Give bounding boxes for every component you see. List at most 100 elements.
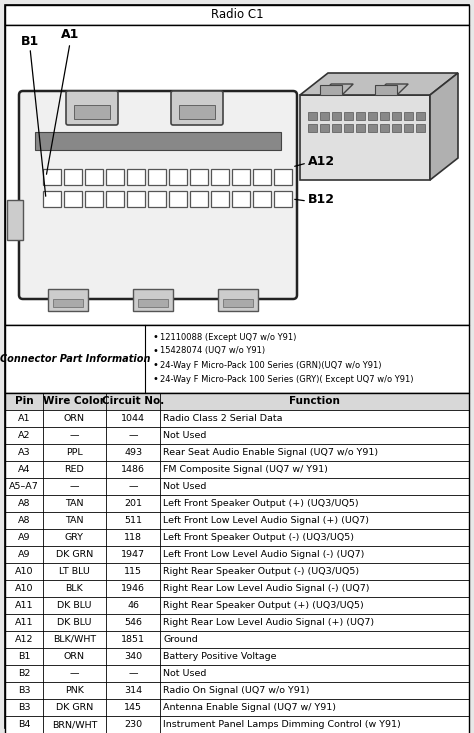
Text: 314: 314 <box>124 686 142 695</box>
Text: Left Front Low Level Audio Signal (-) (UQ7): Left Front Low Level Audio Signal (-) (U… <box>164 550 365 559</box>
Bar <box>356 112 365 120</box>
Bar <box>274 169 292 185</box>
Text: 46: 46 <box>127 601 139 610</box>
Text: 1486: 1486 <box>121 465 145 474</box>
Bar <box>416 124 425 132</box>
Bar <box>5 648 469 665</box>
Bar <box>320 112 329 120</box>
Text: BRN/WHT: BRN/WHT <box>52 720 97 729</box>
Text: Battery Positive Voltage: Battery Positive Voltage <box>164 652 277 661</box>
Text: 1946: 1946 <box>121 584 145 593</box>
Text: Not Used: Not Used <box>164 482 207 491</box>
Text: BLK/WHT: BLK/WHT <box>53 635 96 644</box>
Text: LT BLU: LT BLU <box>59 567 90 576</box>
Text: Circuit No.: Circuit No. <box>102 397 164 407</box>
Text: Left Front Low Level Audio Signal (+) (UQ7): Left Front Low Level Audio Signal (+) (U… <box>164 516 369 525</box>
Text: DK GRN: DK GRN <box>56 550 93 559</box>
Text: PNK: PNK <box>65 686 84 695</box>
Text: •: • <box>153 374 159 384</box>
Text: A1: A1 <box>18 414 30 423</box>
Bar <box>404 112 413 120</box>
Text: 24-Way F Micro-Pack 100 Series (GRN)(UQ7 w/o Y91): 24-Way F Micro-Pack 100 Series (GRN)(UQ7… <box>160 361 382 369</box>
Text: B2: B2 <box>18 669 30 678</box>
Bar <box>85 169 103 185</box>
Text: B3: B3 <box>18 703 30 712</box>
Bar <box>106 169 124 185</box>
Bar <box>5 597 469 614</box>
Text: Connector Part Information: Connector Part Information <box>0 354 150 364</box>
Bar <box>35 132 281 150</box>
Text: Pin: Pin <box>15 397 33 407</box>
Text: A10: A10 <box>15 567 33 576</box>
Bar <box>380 124 389 132</box>
Bar <box>356 124 365 132</box>
Bar <box>211 169 229 185</box>
Text: Left Front Speaker Output (-) (UQ3/UQ5): Left Front Speaker Output (-) (UQ3/UQ5) <box>164 533 355 542</box>
Bar <box>5 393 469 410</box>
Bar <box>320 124 329 132</box>
Bar <box>5 461 469 478</box>
Bar <box>308 124 317 132</box>
Bar <box>5 444 469 461</box>
Bar <box>392 124 401 132</box>
Text: Right Rear Low Level Audio Signal (+) (UQ7): Right Rear Low Level Audio Signal (+) (U… <box>164 618 374 627</box>
Polygon shape <box>375 84 408 95</box>
Text: 340: 340 <box>124 652 142 661</box>
Text: 493: 493 <box>124 448 142 457</box>
Text: —: — <box>70 431 79 440</box>
Text: —: — <box>128 431 138 440</box>
Bar <box>138 299 168 307</box>
Bar <box>190 191 208 207</box>
Bar <box>232 169 250 185</box>
Text: A4: A4 <box>18 465 30 474</box>
Text: B4: B4 <box>18 720 30 729</box>
FancyBboxPatch shape <box>66 91 118 125</box>
Bar <box>392 112 401 120</box>
Bar <box>48 289 88 311</box>
Bar <box>169 169 187 185</box>
Bar <box>5 5 469 25</box>
Bar <box>133 289 173 311</box>
Bar <box>5 410 469 427</box>
Text: A11: A11 <box>15 601 33 610</box>
Text: Wire Color: Wire Color <box>44 397 105 407</box>
Bar <box>127 169 145 185</box>
Text: •: • <box>153 332 159 342</box>
Text: Rear Seat Audio Enable Signal (UQ7 w/o Y91): Rear Seat Audio Enable Signal (UQ7 w/o Y… <box>164 448 379 457</box>
Text: Function: Function <box>289 397 340 407</box>
Bar <box>190 169 208 185</box>
Text: DK BLU: DK BLU <box>57 618 91 627</box>
Polygon shape <box>430 73 458 180</box>
Bar <box>5 495 469 512</box>
Bar <box>404 124 413 132</box>
Text: A1: A1 <box>61 28 79 41</box>
Text: 1044: 1044 <box>121 414 145 423</box>
Text: 1851: 1851 <box>121 635 145 644</box>
Bar <box>64 169 82 185</box>
Bar <box>85 191 103 207</box>
Polygon shape <box>300 73 458 95</box>
Bar <box>300 95 430 180</box>
Bar <box>5 699 469 716</box>
Bar <box>148 191 166 207</box>
Text: —: — <box>70 482 79 491</box>
Text: Not Used: Not Used <box>164 431 207 440</box>
Text: A11: A11 <box>15 618 33 627</box>
Text: Right Rear Low Level Audio Signal (-) (UQ7): Right Rear Low Level Audio Signal (-) (U… <box>164 584 370 593</box>
Text: 1947: 1947 <box>121 550 145 559</box>
Bar <box>368 112 377 120</box>
Text: RED: RED <box>64 465 84 474</box>
Bar <box>5 631 469 648</box>
Bar <box>274 191 292 207</box>
Text: Right Rear Speaker Output (-) (UQ3/UQ5): Right Rear Speaker Output (-) (UQ3/UQ5) <box>164 567 360 576</box>
FancyBboxPatch shape <box>19 91 297 299</box>
Polygon shape <box>320 84 353 95</box>
Text: 15428074 (UQ7 w/o Y91): 15428074 (UQ7 w/o Y91) <box>160 347 265 356</box>
Text: Radio Class 2 Serial Data: Radio Class 2 Serial Data <box>164 414 283 423</box>
Bar <box>375 85 397 95</box>
Bar <box>5 580 469 597</box>
Bar <box>5 393 469 733</box>
Bar <box>308 112 317 120</box>
Text: B12: B12 <box>308 193 335 206</box>
Text: TAN: TAN <box>65 516 83 525</box>
